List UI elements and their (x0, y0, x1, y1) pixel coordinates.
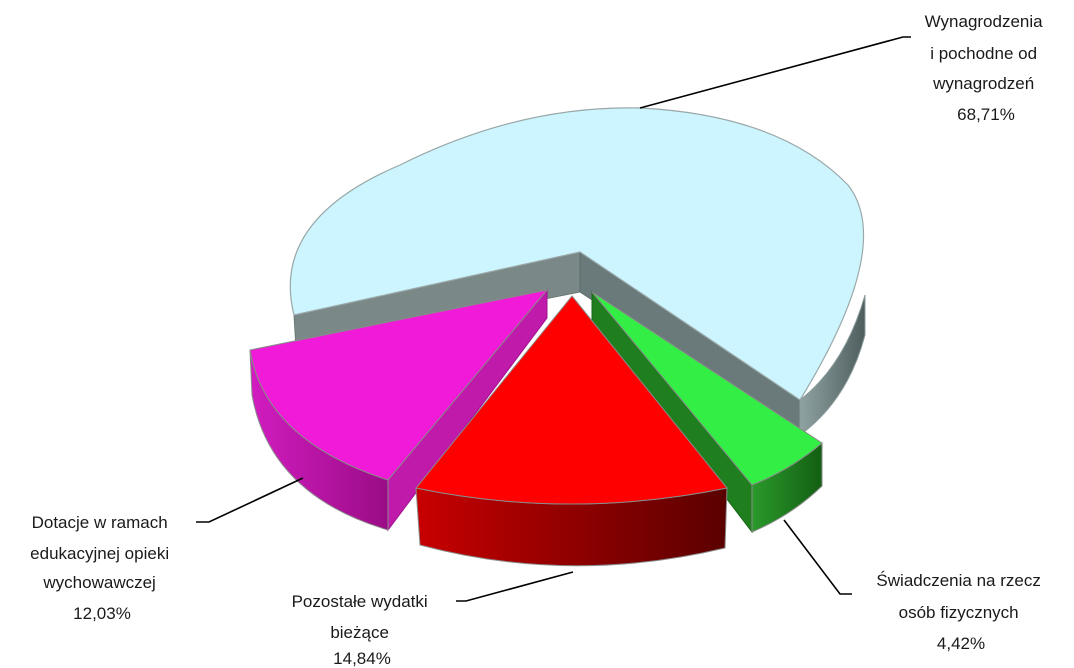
slice-top-dotacje (249, 289, 549, 481)
leader-line-swiadczenia (783, 519, 852, 595)
leader-lines (196, 36, 911, 602)
slice-labels: Wynagrodzenia i pochodne od wynagrodzeń … (30, 12, 1048, 668)
slice-tops (249, 107, 865, 505)
slice-label-wynagrodzenia: Wynagrodzenia i pochodne od wynagrodzeń … (925, 12, 1048, 124)
slice-label-swiadczenia: Świadczenia na rzecz osób fizycznych 4,4… (876, 571, 1045, 653)
slice-wall-wynagrodzenia-outer (799, 294, 866, 436)
slice-top-pozostale (415, 295, 728, 505)
leader-line-wynagrodzenia (639, 36, 911, 109)
slice-top-swiadczenia (591, 291, 823, 486)
leader-line-dotacje (196, 477, 304, 523)
slice-label-dotacje: Dotacje w ramach edukacyjnej opieki wych… (30, 513, 174, 623)
slice-label-pozostale: Pozostałe wydatki bieżące 14,84% (292, 592, 433, 668)
leader-line-pozostale (456, 571, 574, 602)
